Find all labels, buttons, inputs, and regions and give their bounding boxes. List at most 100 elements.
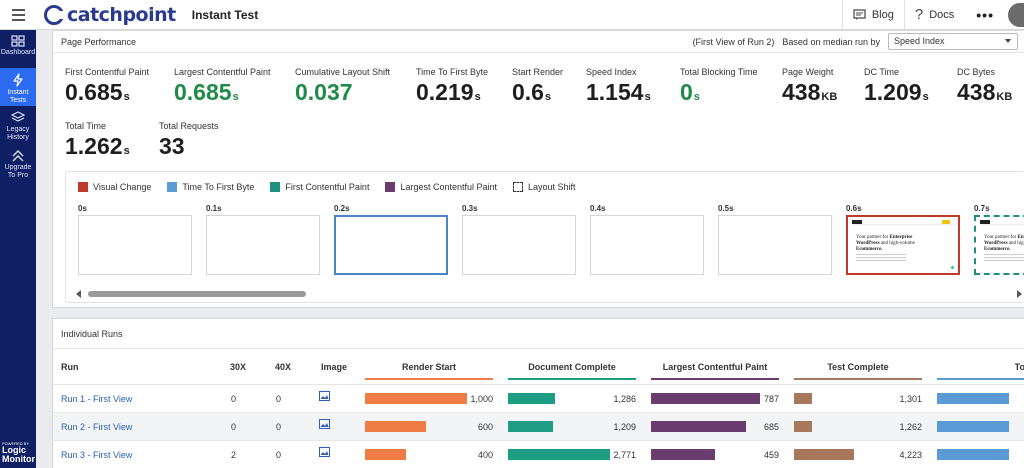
metric-unit: s [123,91,130,103]
lightning-icon [13,73,23,87]
metric-label: Total Requests [159,121,219,131]
col-truncated[interactable]: To [937,362,1024,380]
frame-thumbnail[interactable] [718,215,832,275]
run-link[interactable]: Run 3 - First View [61,450,133,460]
value-document-complete: 2,771 [613,450,636,460]
metric-dc-time: DC Time 1.209s [864,67,929,106]
filmstrip-scrollbar[interactable] [74,290,1024,298]
powered-brand-2: Monitor [2,454,35,464]
shot-text: Enterprise [1017,235,1024,240]
blog-button[interactable]: Blog [841,0,904,30]
median-run-select[interactable]: Speed Index [888,33,1018,50]
metric-label: Start Render [512,67,564,77]
sidebar-item-upgrade[interactable]: Upgrade To Pro [0,144,36,182]
col-run[interactable]: Run [61,362,79,372]
frame-thumbnail[interactable] [206,215,320,275]
filmstrip-frame[interactable]: 0.6s Your partner for Enterprise WordPres… [846,204,960,275]
metric-unit: s [474,91,481,103]
dashboard-icon [11,35,25,47]
filmstrip-frame[interactable]: 0s [78,204,192,275]
page-title: Instant Test [191,7,259,22]
col-render-start[interactable]: Render Start [365,362,493,380]
metric-value: 1.154s [586,79,651,106]
shot-text: and high-volume [880,241,915,246]
metric-page-weight: Page Weight 438KB [782,67,837,106]
individual-runs-title: Individual Runs [61,328,123,339]
col-document-complete[interactable]: Document Complete [508,362,636,380]
shot-text: Ecommerce. [984,247,1011,252]
col-40x[interactable]: 40X [275,362,292,372]
metric-value: 0.685s [65,79,149,106]
metric-first-contentful-paint: First Contentful Paint 0.685s [65,67,149,106]
metric-unit: KB [821,91,838,103]
legend-item: Time To First Byte [167,182,254,192]
scroll-left-icon[interactable] [76,290,81,298]
metric-number: 0.037 [295,79,353,105]
docs-button[interactable]: ? Docs [903,0,964,30]
metric-number: 438 [957,79,996,105]
bar-render-start [365,421,426,432]
bar-document-complete [508,421,553,432]
bar-truncated [937,449,1009,460]
legend-item: Largest Contentful Paint [385,182,497,192]
sidebar-item-instant-tests[interactable]: Instant Tests [0,68,36,106]
page-performance-title: Page Performance [61,36,137,47]
metric-number: 33 [159,133,185,159]
filmstrip-frame[interactable]: 0.1s [206,204,320,275]
filmstrip-frame[interactable]: 0.4s [590,204,704,275]
frame-thumbnail[interactable] [78,215,192,275]
bar-render-start [365,449,406,460]
metric-label: Speed Index [586,67,637,77]
shot-text: Your partner for [984,235,1017,240]
scroll-thumb[interactable] [88,291,306,297]
frame-thumbnail[interactable] [462,215,576,275]
catchpoint-logo[interactable]: catchpoint [44,4,176,26]
table-row: Run 2 - First View 0 0 600 1,209 685 1,262 [53,413,1024,441]
metric-value: 1.262s [65,133,130,160]
value-render-start: 600 [477,422,493,432]
frame-thumbnail[interactable]: Your partner for Enterprise WordPress an… [974,215,1024,275]
scroll-right-icon[interactable] [1017,290,1022,298]
metric-number: 1.209 [864,79,922,105]
value-test-complete: 1,301 [899,394,922,404]
filmstrip-frame[interactable]: 0.3s [462,204,576,275]
filmstrip-frame[interactable]: 0.5s [718,204,832,275]
avatar[interactable] [1008,2,1024,27]
col-test-complete[interactable]: Test Complete [794,362,922,380]
legend-swatch [385,182,396,192]
col-30x[interactable]: 30X [230,362,247,372]
sidebar-item-legacy-history[interactable]: Legacy History [0,106,36,144]
value-render-start: 1,000 [470,394,493,404]
shot-text: Ecommerce. [856,247,883,252]
frame-thumbnail[interactable]: Your partner for Enterprise WordPress an… [846,215,960,275]
run-link[interactable]: Run 1 - First View [61,394,133,404]
metric-label: Largest Contentful Paint [174,67,271,77]
blog-icon [853,8,866,20]
screenshot-image-icon[interactable] [319,419,330,431]
bar-lcp [651,449,715,460]
filmstrip-legend: Visual Change Time To First Byte First Con… [78,182,576,192]
more-options-icon[interactable]: ••• [976,6,994,23]
col-image[interactable]: Image [321,362,348,372]
frame-time: 0.3s [462,204,478,213]
metric-number: 438 [782,79,821,105]
value-test-complete: 4,223 [899,450,922,460]
metric-unit: s [693,91,700,103]
sidebar-item-dashboard[interactable]: Dashboard [0,30,36,68]
frame-time: 0.4s [590,204,606,213]
frame-thumbnail[interactable] [334,215,448,275]
screenshot-image-icon[interactable] [319,447,330,459]
sidebar-item-label: Upgrade To Pro [4,164,32,179]
screenshot-image-icon[interactable] [319,391,330,403]
metric-value: 0s [680,79,758,106]
col-largest-contentful-paint[interactable]: Largest Contentful Paint [651,362,779,380]
filmstrip-frame[interactable]: 0.2s [334,204,448,275]
filmstrip-frame[interactable]: 0.7s Your partner for Enterprise WordPres… [974,204,1024,275]
menu-icon[interactable] [0,0,36,30]
run-link[interactable]: Run 2 - First View [61,422,133,432]
metric-label: Total Blocking Time [680,67,758,77]
legend-item: Layout Shift [513,182,576,192]
bar-lcp [651,393,760,404]
value-lcp: 787 [763,394,779,404]
frame-thumbnail[interactable] [590,215,704,275]
